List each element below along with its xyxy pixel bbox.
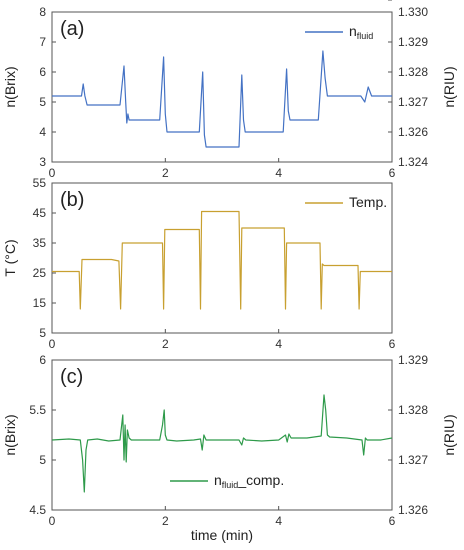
chart-a-xtick-label: 2 — [162, 166, 169, 180]
chart-b-ylabel: T (°C) — [2, 239, 18, 276]
chart-b-series-line — [52, 210, 392, 310]
chart-b-xtick-label: 4 — [275, 337, 282, 351]
chart-a-ylabel: n(Brix) — [2, 66, 18, 107]
chart-a-ytick-right-label: 1.330 — [398, 5, 428, 19]
chart-b-xtick-label: 6 — [389, 337, 396, 351]
chart-a-series-line — [52, 50, 392, 148]
chart-c-xtick-label: 0 — [49, 514, 56, 528]
chart-a-ytick-label: 5 — [39, 95, 46, 109]
chart-c-ytick-label: 4.5 — [29, 503, 46, 517]
chart-a-ytick-right-label: 1.329 — [398, 35, 428, 49]
chart-a-ytick-right-label: 1.327 — [398, 95, 428, 109]
chart-c-panel-label: (c) — [60, 366, 83, 388]
chart-c-xtick-label: 4 — [275, 514, 282, 528]
chart-a-plot-frame — [51, 11, 393, 163]
chart-b-xtick-label: 0 — [49, 337, 56, 351]
chart-b-xtick-label: 2 — [162, 337, 169, 351]
chart-b-ytick-label: 15 — [33, 296, 47, 310]
chart-c-ytick-right-label: 1.327 — [398, 453, 428, 467]
chart-b-ytick-label: 35 — [33, 236, 47, 250]
chart-c-xtick-label: 6 — [389, 514, 396, 528]
chart-b-legend-label: Temp. — [349, 194, 387, 210]
chart-a-ytick-label: 3 — [39, 155, 46, 169]
chart-a-ytick-label: 8 — [39, 5, 46, 19]
chart-b-panel-label: (b) — [60, 189, 84, 211]
chart-c-xtick-label: 2 — [162, 514, 169, 528]
chart-c-ytick-label: 5 — [39, 453, 46, 467]
chart-a-panel-label: (a) — [60, 18, 84, 40]
chart-c-ytick-right-label: 1.326 — [398, 503, 428, 517]
chart-a-xtick-label: 0 — [49, 166, 56, 180]
chart-a-xtick-label: 6 — [389, 166, 396, 180]
chart-c-ylabel: n(Brix) — [2, 414, 18, 455]
chart-c-series-line — [51, 394, 393, 493]
chart-a-ytick-label: 7 — [39, 35, 46, 49]
chart-c-ytick-label: 6 — [39, 353, 46, 367]
chart-c-ytick-right-label: 1.328 — [398, 403, 428, 417]
chart-b-ytick-label: 5 — [39, 326, 46, 340]
chart-a-ytick-right-label: 1.328 — [398, 65, 428, 79]
chart-a-ylabel-right: n(RIU) — [441, 66, 457, 107]
chart-c-plot-frame — [51, 359, 393, 511]
chart-a-ytick-right-label: 1.326 — [398, 125, 428, 139]
chart-b-ytick-label: 25 — [33, 266, 47, 280]
chart-c-ylabel-right: n(RIU) — [441, 414, 457, 455]
chart-c-xlabel: time (min) — [191, 527, 253, 543]
chart-a-ytick-label: 4 — [39, 125, 46, 139]
chart-b-ytick-label: 45 — [33, 206, 47, 220]
chart-a-ytick-right-label: 1.332 — [398, 0, 428, 3]
chart-a-xtick-label: 4 — [275, 166, 282, 180]
chart-c-ytick-label: 5.5 — [29, 403, 46, 417]
chart-a-ytick-right-label: 1.324 — [398, 155, 428, 169]
chart-b-ytick-label: 55 — [33, 176, 47, 190]
chart-a-legend-label: nfluid — [349, 23, 373, 41]
chart-c-ytick-right-label: 1.329 — [398, 353, 428, 367]
chart-b-plot-frame — [51, 182, 393, 334]
chart-a-ytick-label: 6 — [39, 65, 46, 79]
chart-c-legend-label: nfluid_comp. — [214, 472, 284, 490]
